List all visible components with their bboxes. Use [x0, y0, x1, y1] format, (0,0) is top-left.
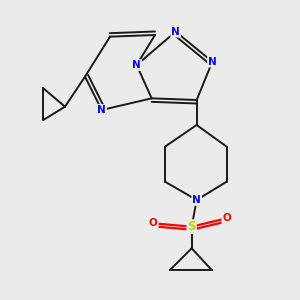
- Text: N: N: [132, 60, 141, 70]
- Text: N: N: [192, 195, 201, 205]
- Text: S: S: [188, 220, 196, 233]
- Text: N: N: [171, 27, 180, 37]
- Text: O: O: [149, 218, 158, 228]
- Text: N: N: [208, 57, 217, 67]
- Text: N: N: [97, 105, 106, 115]
- Text: O: O: [222, 213, 231, 223]
